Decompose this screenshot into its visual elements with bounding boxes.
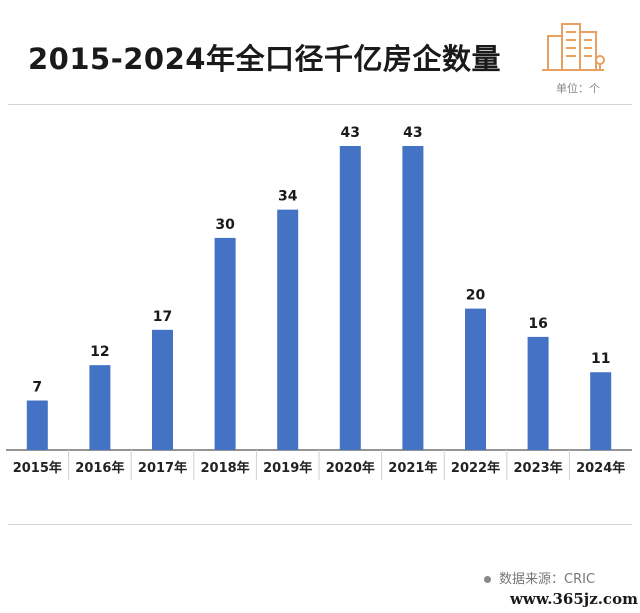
bar (339, 146, 361, 450)
bar (152, 329, 173, 450)
bar (527, 336, 549, 450)
bar (26, 400, 48, 450)
x-tick-label: 2020年 (326, 460, 375, 476)
x-tick-label: 2017年 (138, 460, 187, 476)
bullet-icon (484, 576, 491, 583)
x-tick-label: 2019年 (263, 460, 312, 476)
bar (277, 209, 299, 450)
data-label: 30 (215, 217, 235, 233)
bar-chart: 72015年122016年172017年302018年342019年432020… (6, 125, 632, 480)
unit-label: 单位：个 (556, 82, 600, 95)
bottom-divider (8, 524, 632, 525)
bar (402, 146, 424, 450)
data-label: 7 (32, 380, 42, 396)
bar (465, 308, 486, 450)
x-tick-label: 2018年 (201, 460, 250, 476)
page-title: 2015-2024年全口径千亿房企数量 (28, 42, 501, 76)
x-tick-label: 2016年 (75, 460, 124, 476)
data-label: 17 (153, 309, 172, 325)
data-label: 12 (90, 344, 109, 360)
bar (214, 237, 236, 450)
x-tick-label: 2024年 (576, 460, 625, 476)
x-tick-label: 2023年 (514, 460, 563, 476)
x-tick-label: 2015年 (13, 460, 62, 476)
data-label: 20 (466, 288, 486, 304)
data-label: 11 (591, 351, 610, 367)
bar (89, 365, 111, 450)
data-label: 16 (528, 316, 547, 332)
x-tick-label: 2021年 (388, 460, 437, 476)
site-watermark: www.365jz.com (510, 590, 638, 608)
source-text: 数据来源：CRIC (499, 572, 596, 587)
building-icon (542, 23, 605, 71)
top-divider (8, 104, 632, 105)
data-label: 43 (341, 125, 360, 141)
data-label: 34 (278, 189, 298, 205)
bar (590, 372, 612, 450)
data-label: 43 (403, 125, 422, 141)
source-note: 数据来源：CRIC (484, 568, 595, 587)
x-tick-label: 2022年 (451, 460, 500, 476)
